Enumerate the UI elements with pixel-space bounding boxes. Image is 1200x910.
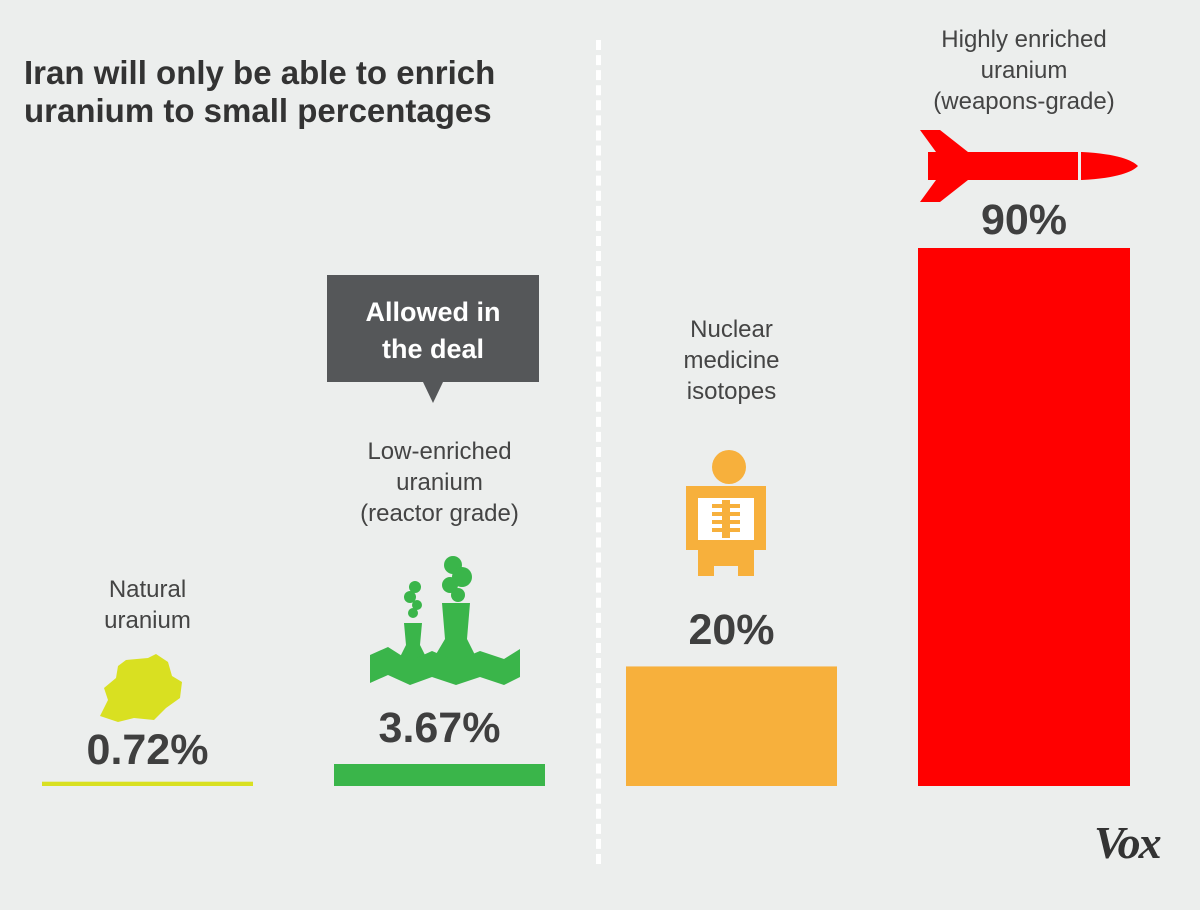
bar-weapons-grade bbox=[918, 248, 1130, 786]
category-label: Highly enriched uranium (weapons-grade) bbox=[933, 26, 1115, 115]
vox-logo: Vox bbox=[1094, 817, 1162, 868]
bar-low-enriched-uranium bbox=[334, 764, 545, 786]
callout-pointer bbox=[423, 382, 443, 403]
bar-nuclear-medicine bbox=[626, 666, 837, 786]
deal-limit-divider bbox=[596, 40, 601, 864]
value-label: 3.67% bbox=[378, 704, 501, 752]
xray-icon bbox=[686, 450, 766, 576]
category-label: Low-enriched uranium (reactor grade) bbox=[360, 438, 519, 527]
missile-icon bbox=[920, 130, 1138, 202]
uranium-rock-icon bbox=[100, 654, 182, 722]
cooling-tower-icon bbox=[370, 556, 520, 685]
value-label: 90% bbox=[980, 196, 1068, 244]
allowed-callout: Allowed in the deal bbox=[327, 275, 539, 382]
category-label: Nuclear medicine isotopes bbox=[683, 316, 780, 405]
value-label: 0.72% bbox=[86, 726, 209, 774]
chart-title: Iran will only be able to enrich uranium… bbox=[24, 54, 496, 129]
bar-natural-uranium bbox=[42, 781, 253, 786]
category-label: Natural uranium bbox=[104, 576, 191, 634]
value-label: 20% bbox=[688, 606, 775, 654]
